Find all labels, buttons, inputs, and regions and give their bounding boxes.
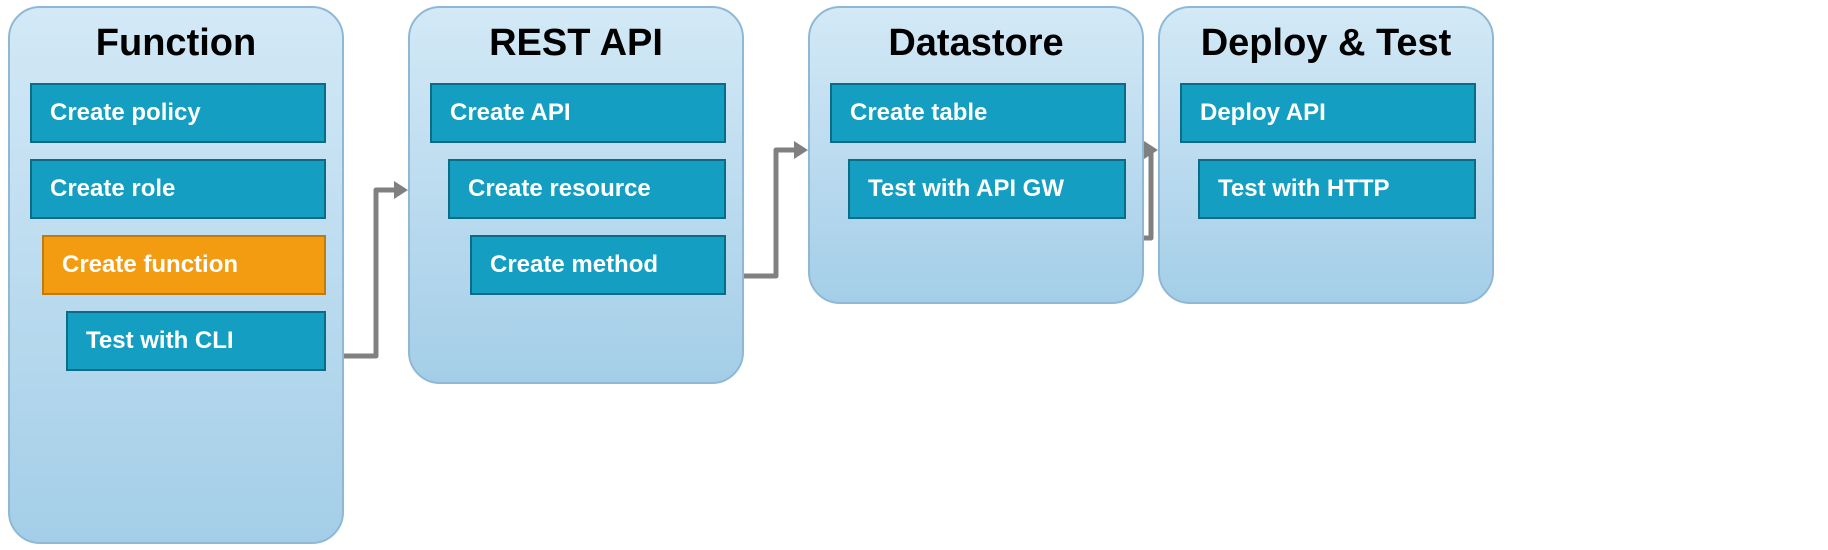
stage-title-restapi: REST API: [430, 22, 722, 65]
stage-title-deploytest: Deploy & Test: [1180, 22, 1472, 65]
step-deploytest-1: Test with HTTP: [1198, 159, 1476, 219]
stage-title-function: Function: [30, 22, 322, 65]
arrow-1: [738, 136, 822, 290]
step-datastore-1: Test with API GW: [848, 159, 1126, 219]
step-restapi-0: Create API: [430, 83, 726, 143]
step-function-1: Create role: [30, 159, 326, 219]
stage-restapi: REST API Create API Create resource Create …: [408, 6, 744, 384]
stage-function: Function Create policy Create role Create f…: [8, 6, 344, 544]
step-restapi-1: Create resource: [448, 159, 726, 219]
stage-deploytest: Deploy & Test Deploy API Test with HTTP: [1158, 6, 1494, 304]
step-restapi-2: Create method: [470, 235, 726, 295]
stage-datastore: Datastore Create table Test with API GW: [808, 6, 1144, 304]
step-function-3: Test with CLI: [66, 311, 326, 371]
step-deploytest-0: Deploy API: [1180, 83, 1476, 143]
step-datastore-0: Create table: [830, 83, 1126, 143]
step-function-0: Create policy: [30, 83, 326, 143]
stage-title-datastore: Datastore: [830, 22, 1122, 65]
arrow-2: [1138, 136, 1172, 252]
arrow-0: [338, 176, 422, 370]
step-function-2: Create function: [42, 235, 326, 295]
